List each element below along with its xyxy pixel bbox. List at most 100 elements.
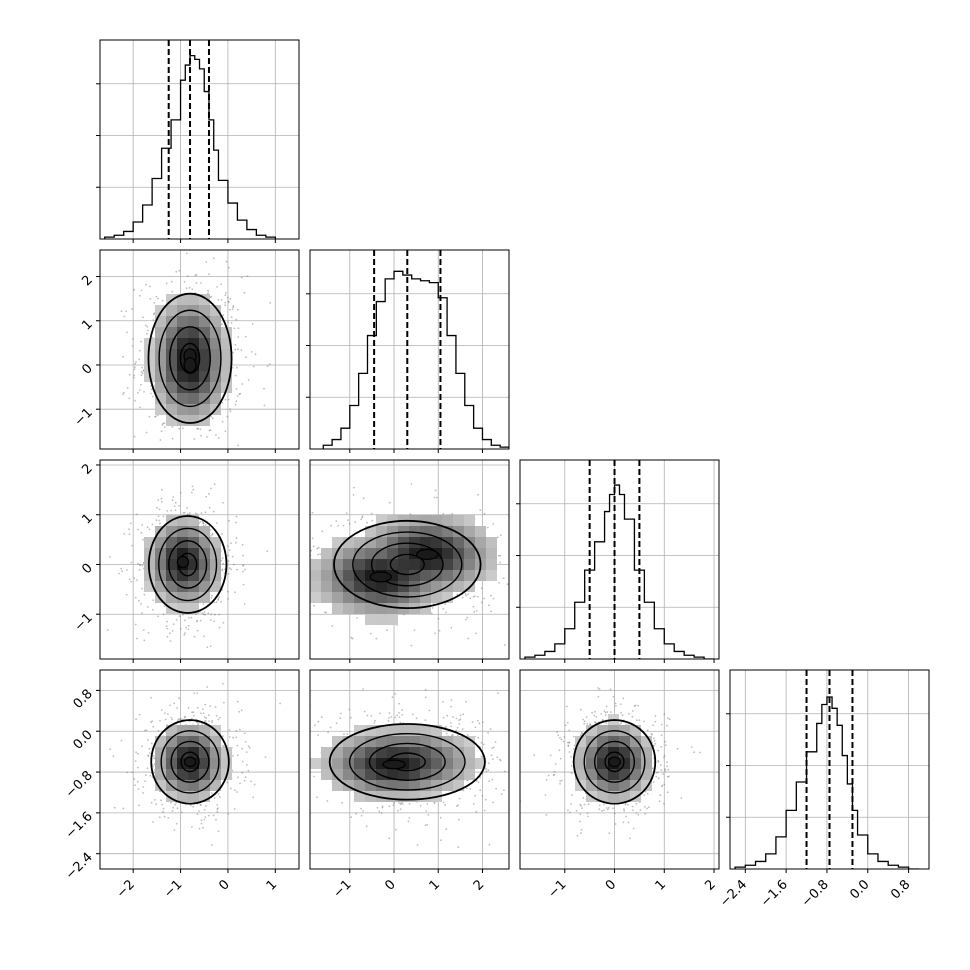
- density-cell: [365, 736, 376, 747]
- scatter-point: [157, 615, 160, 618]
- scatter-point: [209, 619, 212, 621]
- density-cell: [442, 758, 453, 769]
- scatter-point: [657, 771, 659, 774]
- density-cell: [420, 592, 431, 603]
- scatter-point: [361, 516, 364, 519]
- scatter-point: [133, 577, 136, 579]
- scatter-point: [598, 804, 601, 807]
- scatter-point: [242, 554, 245, 557]
- scatter-point: [401, 709, 403, 711]
- scatter-point: [203, 818, 206, 821]
- scatter-point: [236, 791, 238, 793]
- scatter-point: [664, 768, 666, 771]
- density-cell: [188, 382, 199, 393]
- scatter-point: [431, 607, 434, 609]
- scatter-point: [227, 560, 230, 562]
- density-cell: [365, 548, 376, 559]
- scatter-point: [294, 743, 296, 745]
- scatter-point: [239, 392, 242, 395]
- scatter-point: [600, 713, 603, 715]
- scatter-point: [182, 427, 184, 430]
- scatter-point: [311, 537, 314, 540]
- scatter-point: [241, 570, 244, 573]
- scatter-point: [171, 630, 174, 632]
- density-cell: [409, 526, 420, 537]
- scatter-point: [631, 710, 634, 712]
- scatter-point: [138, 569, 141, 571]
- scatter-point: [169, 632, 171, 635]
- density-cell: [398, 736, 409, 747]
- scatter-point: [663, 756, 665, 759]
- scatter-point: [225, 260, 228, 263]
- scatter-point: [142, 538, 145, 541]
- scatter-point: [240, 349, 243, 352]
- scatter-point: [205, 720, 207, 722]
- scatter-point: [566, 721, 569, 724]
- scatter-point: [193, 692, 196, 694]
- scatter-point: [533, 754, 536, 756]
- scatter-point: [387, 719, 390, 722]
- scatter-point: [466, 734, 469, 737]
- scatter-point: [637, 704, 640, 707]
- scatter-point: [231, 555, 234, 558]
- x-tick-label: −2.4: [717, 877, 750, 910]
- scatter-point: [690, 746, 693, 748]
- contour-level-outer: [572, 719, 657, 805]
- scatter-point: [444, 804, 447, 806]
- scatter-point: [199, 619, 202, 622]
- density-cell: [166, 791, 177, 802]
- scatter-point: [525, 757, 527, 759]
- density-cell: [376, 725, 387, 736]
- scatter-point: [537, 755, 539, 757]
- scatter-point: [559, 782, 561, 785]
- scatter-point: [440, 839, 442, 842]
- scatter-point: [200, 822, 203, 825]
- scatter-point: [293, 561, 295, 563]
- density-cell: [321, 581, 332, 592]
- contour-level-high: [179, 342, 201, 374]
- scatter-point: [504, 770, 506, 773]
- scatter-point: [180, 718, 182, 720]
- density-cell: [442, 526, 453, 537]
- scatter-point: [365, 825, 368, 828]
- scatter-point: [173, 829, 176, 831]
- scatter-point: [211, 532, 214, 535]
- scatter-point: [170, 280, 173, 283]
- density-cell: [409, 758, 420, 769]
- scatter-point: [459, 714, 462, 717]
- scatter-point: [173, 702, 176, 705]
- scatter-point: [210, 487, 212, 490]
- density-cell: [409, 725, 420, 736]
- scatter-point: [399, 808, 402, 811]
- density-cell: [177, 791, 188, 802]
- scatter-point: [552, 774, 555, 777]
- density-cell: [486, 559, 497, 570]
- contour-level-mid: [168, 540, 208, 589]
- x-tick-label: −1: [161, 877, 185, 901]
- scatter-point: [477, 781, 480, 784]
- scatter-point: [469, 788, 472, 790]
- scatter-point: [137, 788, 140, 790]
- density-cell: [188, 515, 199, 526]
- scatter-point: [526, 588, 528, 590]
- scatter-point: [131, 345, 134, 347]
- scatter-point: [545, 813, 548, 816]
- scatter-point: [211, 720, 214, 722]
- scatter-point: [126, 387, 129, 389]
- density-cell: [177, 581, 188, 592]
- scatter-point: [450, 705, 452, 708]
- density-cell: [398, 537, 409, 548]
- scatter-point: [141, 564, 144, 567]
- scatter-point: [480, 601, 483, 604]
- scatter-point: [279, 702, 281, 705]
- y-tick-label: 0: [79, 361, 95, 377]
- density-cell: [199, 382, 210, 393]
- scatter-point: [137, 528, 139, 531]
- scatter-point: [141, 587, 143, 590]
- scatter-point: [644, 813, 647, 815]
- density-cell: [431, 747, 442, 758]
- scatter-point: [240, 276, 243, 279]
- density-cell: [376, 559, 387, 570]
- scatter-point: [646, 807, 648, 810]
- scatter-point: [602, 803, 605, 806]
